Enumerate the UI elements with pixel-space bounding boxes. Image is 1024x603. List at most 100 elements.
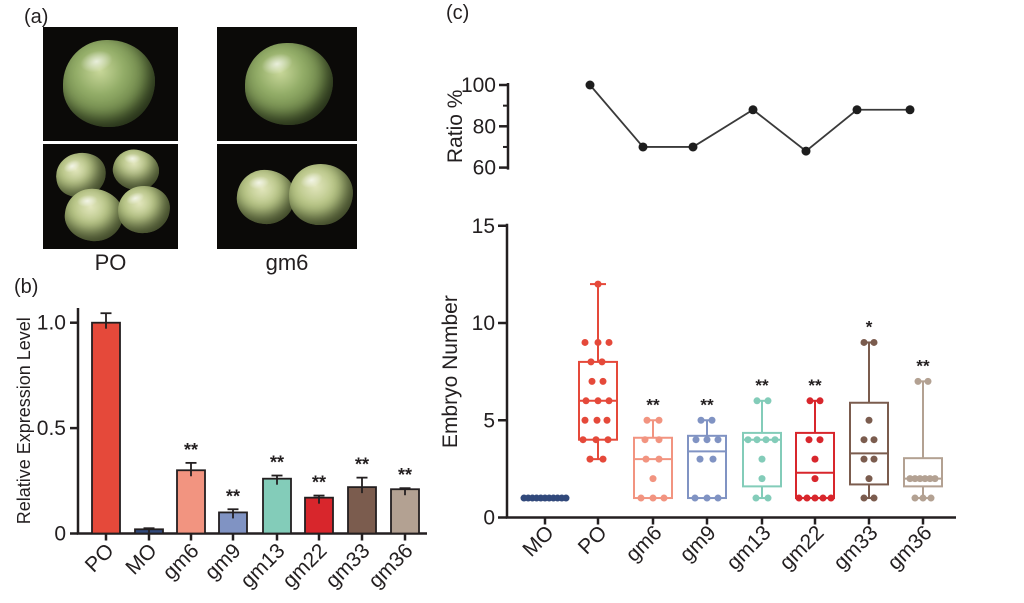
data-point-gm36 — [927, 494, 935, 502]
bar-gm13 — [262, 477, 292, 535]
box-gm9 — [687, 434, 727, 500]
sig-marker-gm13: ** — [270, 453, 284, 473]
sig-marker-gm13: ** — [755, 376, 769, 395]
x-tick-label-PO: PO — [574, 521, 612, 559]
data-point-gm36 — [911, 475, 919, 483]
data-point-gm33 — [870, 455, 878, 463]
data-point-PO — [594, 397, 602, 405]
data-point-gm6 — [637, 494, 645, 502]
data-point-gm22 — [816, 397, 824, 405]
embryo-blob — [115, 183, 173, 236]
y-axis-title: Relative Expression Level — [14, 317, 34, 524]
box-gm33 — [849, 401, 889, 486]
data-point-PO — [603, 416, 611, 424]
sig-marker-gm6: ** — [184, 440, 198, 460]
data-point-gm36 — [906, 475, 914, 483]
data-point-PO — [604, 436, 612, 444]
y-tick-label: 1.0 — [37, 312, 66, 335]
data-point-gm6 — [641, 436, 649, 444]
data-point-gm9 — [696, 455, 704, 463]
data-point-gm36 — [916, 475, 924, 483]
data-point-gm13 — [764, 494, 772, 502]
x-tick-label-gm6: gm6 — [621, 521, 666, 566]
x-tick-label-MO: MO — [518, 521, 558, 561]
data-point-gm36 — [931, 475, 939, 483]
ratio-point-gm22 — [801, 146, 811, 156]
data-point-gm22 — [795, 494, 803, 502]
data-point-PO — [581, 338, 589, 346]
data-point-gm33 — [860, 338, 868, 346]
ratio-point-gm6 — [638, 142, 648, 152]
data-point-PO — [592, 436, 600, 444]
data-point-gm6 — [643, 416, 651, 424]
data-point-gm6 — [642, 455, 650, 463]
data-point-PO — [594, 280, 602, 288]
data-point-MO — [562, 494, 570, 502]
data-point-PO — [587, 358, 595, 366]
data-point-gm9 — [714, 494, 722, 502]
ratio-point-PO — [585, 80, 595, 90]
sig-marker-gm22: ** — [312, 473, 326, 493]
data-point-PO — [598, 358, 606, 366]
data-point-gm13 — [753, 397, 761, 405]
sig-marker-gm36: ** — [916, 356, 930, 375]
line-chart-ratio-percent: 100 80 60 Ratio % — [444, 74, 915, 180]
data-point-PO — [594, 338, 602, 346]
x-tick-label-gm33: gm33 — [321, 539, 374, 592]
data-point-gm9 — [697, 416, 705, 424]
data-point-gm22 — [806, 397, 814, 405]
box-gm22 — [795, 431, 835, 500]
data-point-gm22 — [811, 455, 819, 463]
embryo-blob — [245, 43, 333, 125]
y-tick-label: 0 — [483, 507, 495, 530]
data-point-gm13 — [764, 397, 772, 405]
data-point-gm36 — [911, 494, 919, 502]
embryo-blob — [63, 40, 155, 127]
y-axis-title: Embryo Number — [439, 295, 462, 448]
data-point-gm13 — [762, 436, 770, 444]
x-tick-label-gm22: gm22 — [775, 521, 828, 574]
ratio-point-gm13 — [748, 105, 758, 115]
data-point-PO — [582, 397, 590, 405]
data-point-gm33 — [870, 338, 878, 346]
x-tick-label-gm9: gm9 — [675, 521, 720, 566]
data-point-gm9 — [692, 436, 700, 444]
data-point-PO — [586, 455, 594, 463]
y-axis-title: Ratio % — [444, 90, 467, 164]
data-point-gm9 — [709, 455, 717, 463]
data-point-gm13 — [744, 436, 752, 444]
data-point-gm9 — [691, 494, 699, 502]
data-point-PO — [579, 436, 587, 444]
data-point-gm13 — [758, 475, 766, 483]
sig-marker-gm22: ** — [808, 376, 822, 395]
data-point-gm13 — [752, 494, 760, 502]
x-tick-label-gm36: gm36 — [364, 539, 417, 592]
ratio-point-gm9 — [688, 142, 698, 152]
data-point-gm6 — [655, 455, 663, 463]
data-point-gm9 — [703, 494, 711, 502]
data-point-gm13 — [758, 455, 766, 463]
data-point-gm33 — [870, 436, 878, 444]
bar-gm6 — [176, 469, 206, 535]
x-tick-label-gm22: gm22 — [278, 539, 331, 592]
data-point-gm33 — [860, 494, 868, 502]
data-point-PO — [581, 416, 589, 424]
bar-PO — [91, 321, 121, 535]
panel-c-label: (c) — [446, 2, 470, 24]
data-point-gm22 — [819, 494, 827, 502]
photo-caption-po: PO — [94, 250, 127, 275]
ratio-point-gm33 — [852, 105, 862, 115]
data-point-gm22 — [811, 475, 819, 483]
data-point-gm33 — [865, 475, 873, 483]
x-tick-label-gm36: gm36 — [883, 521, 936, 574]
data-point-gm36 — [924, 377, 932, 385]
data-point-gm9 — [708, 416, 716, 424]
sig-marker-gm36: ** — [398, 465, 412, 485]
box-plot-embryo-number: 0 5 10 15 Embryo Number MO PO gm6 ** gm9 ** gm13 ** g… — [439, 215, 956, 575]
y-tick-label: 10 — [472, 312, 495, 335]
y-tick-label: 0.5 — [37, 417, 66, 440]
x-tick-label-MO: MO — [121, 539, 161, 579]
data-point-gm13 — [753, 436, 761, 444]
x-tick-label-PO: PO — [81, 539, 119, 577]
